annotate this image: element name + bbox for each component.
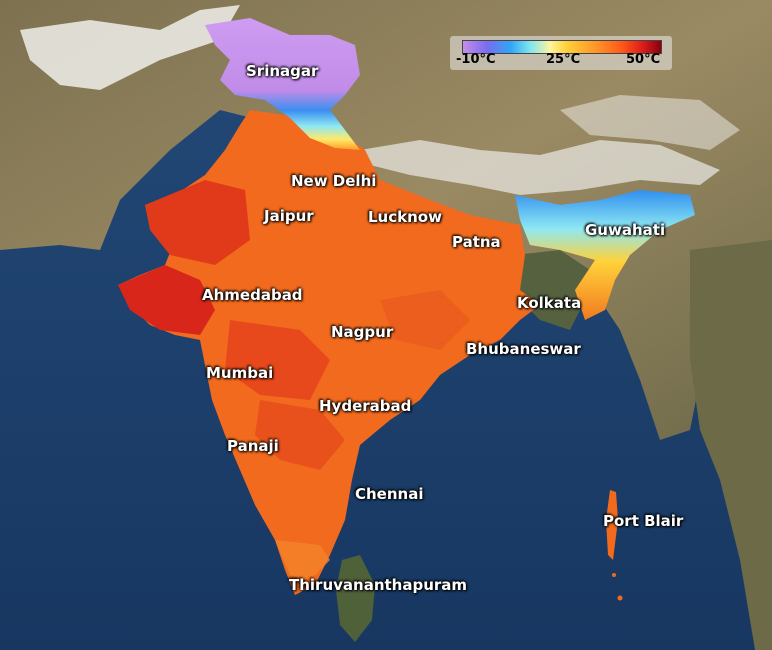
andaman-islands bbox=[606, 490, 618, 560]
city-label-bhubaneswar: Bhubaneswar bbox=[466, 340, 581, 358]
legend-min-label: -10°C bbox=[456, 52, 496, 67]
city-label-hyderabad: Hyderabad bbox=[319, 397, 412, 415]
city-label-port-blair: Port Blair bbox=[603, 512, 684, 530]
legend-mid-label: 25°C bbox=[546, 52, 581, 67]
city-label-chennai: Chennai bbox=[355, 485, 424, 503]
city-label-thiruvananthapuram: Thiruvananthapuram bbox=[289, 576, 468, 594]
southeast-land bbox=[690, 240, 772, 650]
city-label-ahmedabad: Ahmedabad bbox=[202, 286, 303, 304]
legend-color-bar bbox=[462, 40, 662, 54]
heat-gujarat bbox=[118, 265, 215, 335]
heat-east bbox=[380, 290, 470, 350]
cold-kashmir bbox=[205, 18, 360, 150]
city-label-srinagar: Srinagar bbox=[246, 62, 319, 80]
srilanka-land bbox=[336, 555, 375, 642]
bangladesh-land bbox=[515, 250, 590, 330]
city-label-panaji: Panaji bbox=[227, 437, 279, 455]
andaman-dot-1 bbox=[617, 595, 623, 601]
heat-rajasthan bbox=[145, 180, 250, 265]
heat-central bbox=[225, 320, 330, 400]
heat-south-tip bbox=[275, 540, 330, 580]
heat-deccan bbox=[255, 400, 345, 470]
city-label-lucknow: Lucknow bbox=[368, 208, 442, 226]
snow-himalaya bbox=[360, 140, 720, 195]
city-label-guwahati: Guwahati bbox=[585, 221, 666, 239]
heat-northeast bbox=[515, 190, 695, 320]
legend-max-label: 50°C bbox=[626, 52, 661, 67]
city-label-nagpur: Nagpur bbox=[331, 323, 394, 341]
andaman-dot-2 bbox=[612, 573, 616, 577]
temperature-legend: -10°C 25°C 50°C bbox=[450, 36, 672, 70]
city-label-new-delhi: New Delhi bbox=[291, 172, 377, 190]
city-label-kolkata: Kolkata bbox=[517, 294, 582, 312]
city-label-patna: Patna bbox=[452, 233, 501, 251]
city-label-mumbai: Mumbai bbox=[206, 364, 274, 382]
city-label-jaipur: Jaipur bbox=[264, 207, 314, 225]
snow-karakoram bbox=[20, 5, 240, 90]
snow-tibet bbox=[560, 95, 740, 150]
